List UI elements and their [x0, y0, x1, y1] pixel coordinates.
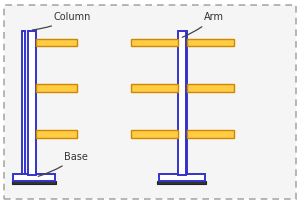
Bar — [36, 84, 77, 92]
Bar — [131, 39, 178, 46]
Bar — [131, 130, 178, 138]
Text: Arm: Arm — [182, 12, 224, 37]
Bar — [184, 31, 187, 175]
Bar — [36, 130, 77, 138]
Bar — [13, 174, 55, 181]
FancyBboxPatch shape — [4, 5, 296, 199]
Bar — [187, 39, 234, 46]
Bar — [187, 130, 234, 138]
Bar — [159, 174, 205, 181]
Bar — [28, 31, 36, 175]
Bar — [36, 39, 77, 46]
Bar — [12, 181, 56, 184]
Bar — [22, 31, 25, 175]
Bar — [187, 84, 234, 92]
Bar — [158, 181, 206, 184]
Text: Column: Column — [32, 12, 91, 30]
Text: Base: Base — [38, 152, 88, 176]
Bar — [131, 84, 178, 92]
Bar — [178, 31, 186, 175]
